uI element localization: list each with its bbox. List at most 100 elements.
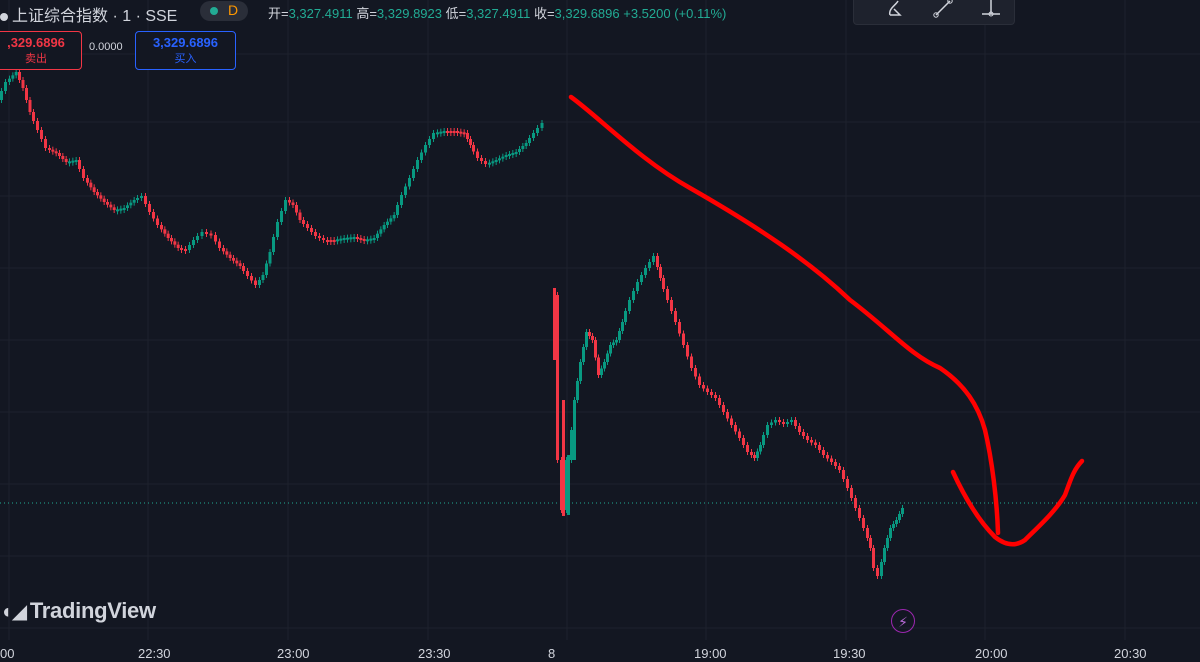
candle-up xyxy=(284,200,287,211)
candle-up xyxy=(71,160,75,163)
drawing-toolbar xyxy=(853,0,1015,25)
candle-down xyxy=(176,244,180,248)
candle-down xyxy=(356,237,359,239)
candle-down xyxy=(102,198,106,202)
x-tick-label: 19:30 xyxy=(833,646,866,661)
candle-up xyxy=(582,347,585,362)
buy-price: 3,329.6896 xyxy=(152,35,219,50)
buy-button[interactable]: 3,329.6896 买入 xyxy=(135,31,236,70)
candle-down xyxy=(794,420,797,426)
candle-up xyxy=(501,156,505,159)
candle-down xyxy=(306,224,309,228)
candle-down xyxy=(782,422,785,424)
candle-up xyxy=(140,196,143,198)
candle-down xyxy=(659,267,662,278)
sell-button[interactable]: ,329.6896 卖出 xyxy=(0,31,82,70)
candle-down xyxy=(148,204,151,212)
candle-up xyxy=(521,146,525,149)
candle-up xyxy=(618,331,621,340)
candle-down xyxy=(184,249,187,251)
candle-down xyxy=(462,132,466,135)
candle-down xyxy=(678,322,681,334)
trend-line-icon[interactable] xyxy=(928,0,958,19)
candle-up xyxy=(116,209,119,212)
candle-up xyxy=(416,160,419,169)
candle-up xyxy=(762,435,765,445)
candle-up xyxy=(565,460,568,510)
candle-down xyxy=(656,256,659,267)
candle-up xyxy=(883,548,886,562)
candle-up xyxy=(759,445,762,452)
x-tick-label: 00 xyxy=(0,646,14,661)
candle-up xyxy=(498,158,501,161)
candle-up xyxy=(901,508,904,514)
candle-down xyxy=(86,178,89,183)
candle-down xyxy=(591,336,594,340)
candle-up xyxy=(265,263,268,275)
candle-up xyxy=(412,169,415,178)
candle-up xyxy=(4,82,7,91)
drawn-arrow-annotation[interactable] xyxy=(568,94,1085,547)
candle-down xyxy=(706,388,709,392)
candle-down xyxy=(92,187,96,192)
candle-down xyxy=(484,161,487,164)
candle-down xyxy=(78,160,81,169)
tradingview-logo[interactable]: ◖◢ TradingView xyxy=(0,598,156,624)
candle-down xyxy=(730,418,733,425)
candle-down xyxy=(205,232,208,234)
candle-down xyxy=(726,412,729,419)
candle-down xyxy=(54,151,58,154)
candle-down xyxy=(36,121,39,130)
candle-down xyxy=(288,200,291,203)
symbol-title[interactable]: 上证综合指数 · 1 · SSE xyxy=(0,2,177,26)
candle-up xyxy=(432,133,435,139)
change-value: +3.5200 (+0.11%) xyxy=(623,6,727,21)
candle-up xyxy=(346,237,349,240)
candle-up xyxy=(261,275,265,280)
candle-up xyxy=(494,160,498,162)
candle-up xyxy=(636,282,639,291)
candle-down xyxy=(842,470,845,479)
brush-icon[interactable] xyxy=(882,0,912,19)
buy-label: 买入 xyxy=(174,53,197,65)
candle-up xyxy=(895,520,898,524)
candle-up xyxy=(268,252,272,264)
candle-down xyxy=(556,295,559,460)
candle-down xyxy=(562,400,565,516)
candle-down xyxy=(238,263,242,266)
candle-down xyxy=(218,241,221,248)
candle-down xyxy=(674,311,677,322)
candle-down xyxy=(480,158,483,161)
candle-down xyxy=(225,251,229,255)
candle-down xyxy=(553,288,556,360)
candle-down xyxy=(718,398,721,405)
candle-up xyxy=(382,225,386,230)
candle-up xyxy=(540,123,544,128)
market-status[interactable]: D xyxy=(200,1,248,21)
candle-down xyxy=(106,202,109,205)
candle-up xyxy=(573,400,576,460)
candle-up xyxy=(600,368,603,375)
symbol-icon xyxy=(0,12,8,21)
candle-up xyxy=(188,245,191,250)
candle-up xyxy=(428,139,431,145)
lightning-icon[interactable]: ⚡ xyxy=(891,609,915,633)
candle-down xyxy=(228,254,232,258)
candle-down xyxy=(469,139,472,145)
candle-up xyxy=(74,160,78,162)
candle-down xyxy=(714,395,717,398)
candle-up xyxy=(11,75,15,79)
candle-up xyxy=(280,211,283,222)
candle-down xyxy=(850,488,853,498)
spread-value: 0.0000 xyxy=(89,41,123,53)
candle-down xyxy=(778,420,781,422)
candle-down xyxy=(61,156,65,159)
candle-down xyxy=(359,238,363,240)
candle-up xyxy=(396,205,399,215)
measure-icon[interactable] xyxy=(976,0,1006,19)
candle-down xyxy=(694,368,697,377)
candle-down xyxy=(326,240,329,242)
candle-up xyxy=(615,340,618,343)
candle-down xyxy=(588,332,591,336)
